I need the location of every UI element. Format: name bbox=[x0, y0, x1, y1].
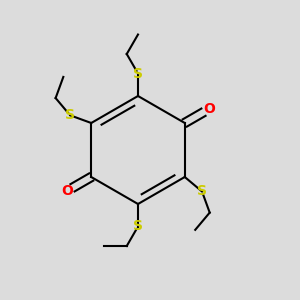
Text: S: S bbox=[197, 184, 207, 199]
Text: S: S bbox=[133, 67, 143, 80]
Text: O: O bbox=[61, 184, 73, 198]
Text: S: S bbox=[65, 108, 75, 122]
Text: O: O bbox=[203, 102, 215, 116]
Text: S: S bbox=[133, 220, 143, 233]
